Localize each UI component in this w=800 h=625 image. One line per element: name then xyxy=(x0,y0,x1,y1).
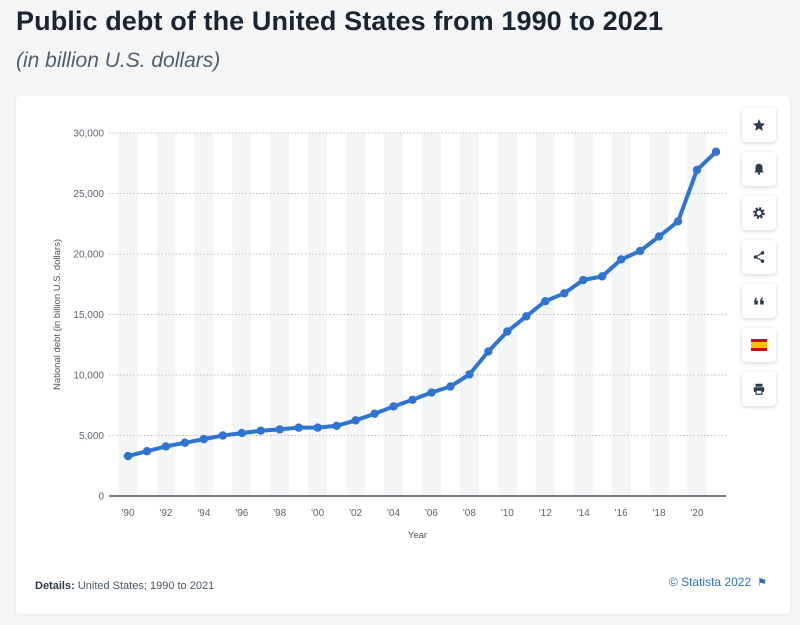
x-tick-label: '18 xyxy=(653,508,666,519)
data-point xyxy=(673,217,683,226)
settings-button[interactable] xyxy=(742,196,776,230)
x-tick-label: '98 xyxy=(273,508,286,519)
gear-icon xyxy=(753,207,765,219)
data-point xyxy=(180,438,190,447)
quote-icon xyxy=(754,297,764,305)
background-band xyxy=(232,133,252,496)
data-point xyxy=(256,426,265,435)
star-icon xyxy=(752,119,766,131)
y-tick-label: 20,000 xyxy=(73,250,104,261)
data-point xyxy=(711,147,721,156)
details-text: United States; 1990 to 2021 xyxy=(77,580,215,592)
x-tick-label: '94 xyxy=(197,508,210,519)
statista-credit-link[interactable]: © Statista 2022 ⚑ xyxy=(669,575,767,589)
x-tick-label: '96 xyxy=(235,508,248,519)
data-point xyxy=(503,327,512,336)
chart-toolbar xyxy=(742,108,776,406)
background-band xyxy=(346,133,366,496)
data-point xyxy=(294,423,303,432)
chart-details: Details: United States; 1990 to 2021 xyxy=(35,580,214,592)
share-icon xyxy=(753,251,765,263)
data-point xyxy=(313,423,322,432)
details-label: Details: xyxy=(35,580,75,592)
x-tick-label: '06 xyxy=(425,508,438,519)
x-tick-label: '02 xyxy=(349,508,362,519)
background-band xyxy=(459,133,479,496)
bell-icon xyxy=(754,163,764,175)
print-button[interactable] xyxy=(742,372,776,406)
x-tick-label: '14 xyxy=(577,508,590,519)
data-point xyxy=(275,425,284,434)
data-point xyxy=(370,409,379,418)
x-axis-title: Year xyxy=(408,530,427,541)
data-point xyxy=(465,370,474,379)
y-tick-label: 25,000 xyxy=(73,189,104,200)
y-tick-label: 10,000 xyxy=(73,371,104,382)
y-tick-label: 0 xyxy=(98,492,104,503)
data-point xyxy=(654,232,664,241)
y-tick-label: 15,000 xyxy=(73,310,104,321)
x-tick-label: '10 xyxy=(501,508,514,519)
data-point xyxy=(579,275,588,285)
y-tick-label: 5,000 xyxy=(79,431,104,442)
data-point xyxy=(560,289,569,298)
x-tick-label: '92 xyxy=(159,508,172,519)
data-point xyxy=(199,434,209,444)
data-point xyxy=(692,165,702,175)
data-point xyxy=(484,347,493,356)
page-subtitle: (in billion U.S. dollars) xyxy=(16,49,221,72)
x-tick-label: '04 xyxy=(387,508,400,519)
data-point xyxy=(161,442,171,451)
spain-flag-icon xyxy=(751,339,767,351)
data-point xyxy=(142,447,152,456)
flag-icon: ⚑ xyxy=(757,577,767,589)
x-tick-label: '90 xyxy=(121,508,134,519)
x-tick-label: '08 xyxy=(463,508,476,519)
data-point xyxy=(389,402,398,411)
x-tick-label: '12 xyxy=(539,508,552,519)
background-band xyxy=(535,133,555,496)
x-tick-label: '20 xyxy=(691,508,704,519)
data-point xyxy=(123,451,133,461)
credit-text: © Statista 2022 xyxy=(668,575,752,589)
y-axis-title: National debt (in billion U.S. dollars) xyxy=(52,239,63,390)
share-button[interactable] xyxy=(742,240,776,274)
data-point xyxy=(522,312,531,321)
data-point xyxy=(427,388,436,397)
data-point xyxy=(218,431,228,440)
data-point xyxy=(408,395,417,405)
x-tick-label: '16 xyxy=(615,508,628,519)
data-point xyxy=(616,255,626,264)
data-point xyxy=(446,382,455,391)
background-band xyxy=(270,133,290,496)
cite-button[interactable] xyxy=(742,284,776,318)
notification-button[interactable] xyxy=(742,152,776,186)
background-band xyxy=(497,133,517,496)
background-band xyxy=(573,133,593,496)
y-tick-label: 30,000 xyxy=(73,129,104,140)
data-point xyxy=(597,272,607,281)
print-icon xyxy=(753,383,765,395)
data-point xyxy=(332,421,341,431)
data-point xyxy=(351,416,360,425)
data-point xyxy=(635,246,645,256)
data-point xyxy=(237,428,247,438)
background-band xyxy=(308,133,328,496)
language-button[interactable] xyxy=(742,328,776,362)
page-title: Public debt of the United States from 19… xyxy=(16,6,664,36)
favorite-button[interactable] xyxy=(742,108,776,142)
x-tick-label: '00 xyxy=(311,508,324,519)
data-point xyxy=(541,296,550,306)
